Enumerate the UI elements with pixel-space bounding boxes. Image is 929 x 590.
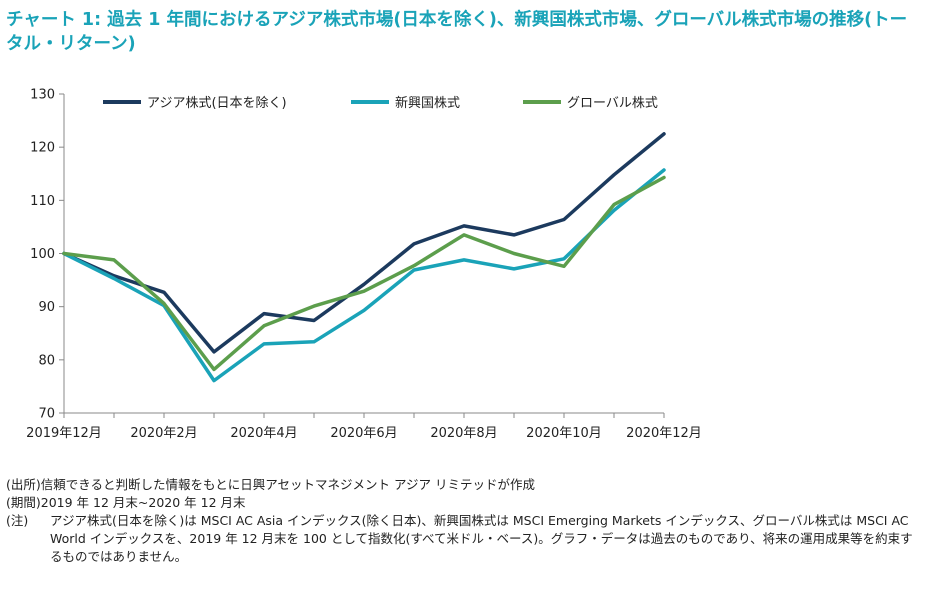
y-tick-label: 90 <box>38 300 55 315</box>
note-source: (出所) 信頼できると判断した情報をもとに日興アセットマネジメント アジア リミ… <box>6 476 924 494</box>
note-period-key: (期間) <box>6 495 41 510</box>
series-line-1 <box>62 168 666 383</box>
note-remarks-key: (注) <box>6 513 29 528</box>
chart-legend: アジア株式(日本を除く) 新興国株式 グローバル株式 <box>103 95 658 111</box>
series-line-0 <box>62 132 666 354</box>
y-tick-label: 80 <box>38 353 55 368</box>
note-remarks: (注) アジア株式(日本を除く)は MSCI AC Asia インデックス(除く… <box>6 512 924 566</box>
notes-section: (出所) 信頼できると判断した情報をもとに日興アセットマネジメント アジア リミ… <box>6 476 924 566</box>
y-tick-label: 100 <box>30 247 55 262</box>
y-tick-label: 130 <box>30 88 55 103</box>
note-source-text: 信頼できると判断した情報をもとに日興アセットマネジメント アジア リミテッドが作… <box>40 477 535 492</box>
y-tick-label: 120 <box>30 141 55 156</box>
y-tick-label: 110 <box>30 194 55 209</box>
series-line-2 <box>62 175 666 372</box>
line-chart: 70 80 90 100 110 120 130 2019年12月 2020年2月 2020年4月… <box>26 88 702 442</box>
chart-series <box>62 132 666 383</box>
note-remarks-text: アジア株式(日本を除く)は MSCI AC Asia インデックス(除く日本)、… <box>50 513 913 564</box>
x-tick-label: 2019年12月 <box>26 426 102 441</box>
x-tick-label: 2020年12月 <box>626 426 702 441</box>
note-period: (期間) 2019 年 12 月末~2020 年 12 月末 <box>6 494 924 512</box>
legend-label-1: 新興国株式 <box>395 95 460 111</box>
legend-label-2: グローバル株式 <box>567 96 658 111</box>
chart-title: チャート 1: 過去 1 年間におけるアジア株式市場(日本を除く)、新興国株式市… <box>6 10 908 54</box>
x-tick-label: 2020年6月 <box>330 426 397 441</box>
legend-label-0: アジア株式(日本を除く) <box>147 96 287 111</box>
x-tick-label: 2020年2月 <box>130 426 197 441</box>
note-period-text: 2019 年 12 月末~2020 年 12 月末 <box>40 495 246 510</box>
note-source-key: (出所) <box>6 477 41 492</box>
y-tick-label: 70 <box>38 407 55 422</box>
chart-axes: 70 80 90 100 110 120 130 2019年12月 2020年2月 2020年4月… <box>26 88 702 442</box>
x-tick-label: 2020年10月 <box>526 426 602 441</box>
x-tick-label: 2020年4月 <box>230 426 297 441</box>
x-tick-label: 2020年8月 <box>430 426 497 441</box>
